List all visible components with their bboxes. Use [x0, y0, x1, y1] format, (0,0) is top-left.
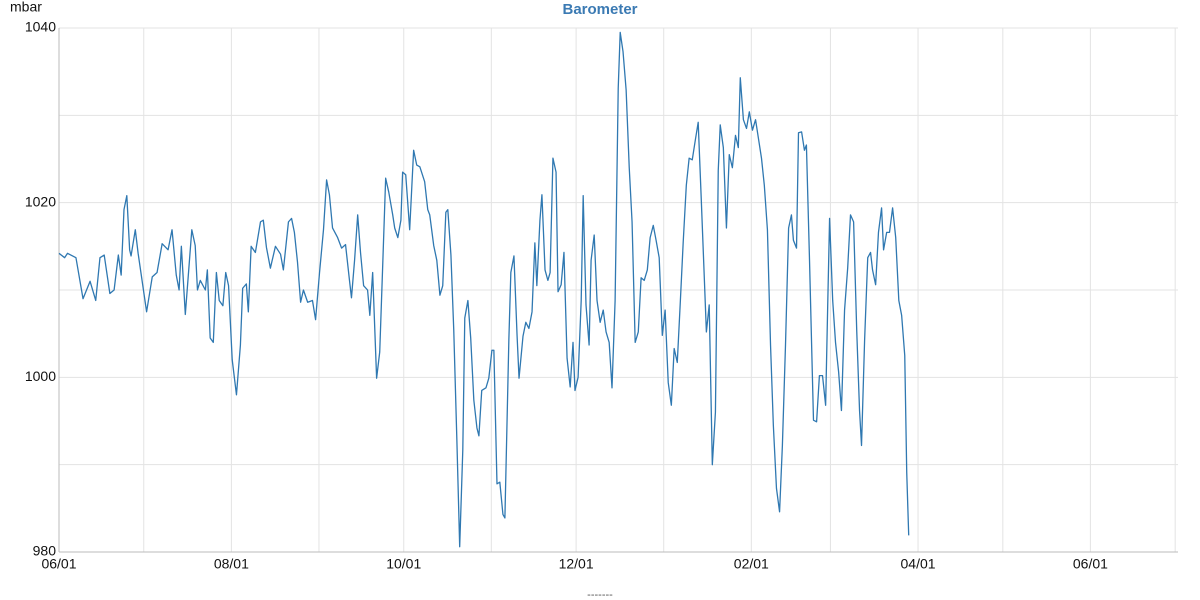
- y-tick-label: 1040: [25, 19, 56, 35]
- x-tick-label: 04/01: [901, 556, 936, 572]
- y-tick-label: 1020: [25, 193, 56, 209]
- chart-title: Barometer: [562, 1, 637, 18]
- x-tick-label: 06/01: [1073, 556, 1108, 572]
- x-tick-label: 08/01: [214, 556, 249, 572]
- x-tick-label: 10/01: [386, 556, 421, 572]
- x-tick-label: 12/01: [559, 556, 594, 572]
- y-axis-label: mbar: [10, 0, 42, 15]
- y-tick-label: 980: [33, 543, 57, 559]
- legend-label: -------: [587, 589, 613, 600]
- x-tick-label: 06/01: [41, 556, 76, 572]
- line-series: [58, 31, 910, 548]
- x-tick-label: 02/01: [734, 556, 769, 572]
- y-tick-label: 1000: [25, 368, 56, 384]
